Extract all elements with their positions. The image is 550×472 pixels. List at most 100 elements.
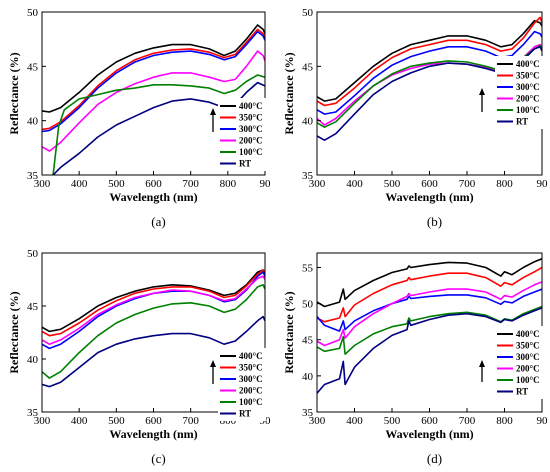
legend-label: 100°C [239, 147, 263, 157]
x-tick-label: 600 [421, 178, 438, 190]
x-axis-label: Wavelength (nm) [109, 427, 197, 441]
legend-label: 300°C [516, 352, 540, 362]
x-tick-label: 600 [145, 415, 162, 427]
x-tick-label: 90 [537, 178, 549, 190]
chart-panel-4: 300 400 500 600 700 800 90 35 40 45 50 55 Wavelength… [282, 252, 549, 466]
y-tick-label: 45 [27, 61, 39, 73]
series-line-1 [317, 258, 542, 308]
y-axis-label: Reflectance (%) [282, 52, 296, 134]
series-line-2 [317, 266, 542, 323]
y-tick-label: 40 [302, 116, 314, 128]
y-tick-label: 45 [27, 301, 39, 313]
legend-label: RT [516, 117, 528, 127]
legend-label: RT [516, 387, 528, 397]
x-tick-label: 600 [421, 415, 438, 427]
x-tick-label: 700 [459, 415, 476, 427]
series-line-6 [52, 81, 265, 175]
legend-label: 200°C [239, 386, 263, 396]
series-line-2 [317, 16, 542, 107]
x-tick-label: 700 [182, 415, 199, 427]
x-tick-label: 800 [496, 415, 513, 427]
x-axis-label: Wavelength (nm) [109, 190, 197, 204]
x-tick-label: 300 [34, 415, 51, 427]
legend-label: 400°C [239, 351, 263, 361]
y-tick-label: 50 [302, 7, 314, 19]
y-tick-label: 35 [27, 407, 39, 419]
x-tick-label: 500 [384, 178, 401, 190]
legend-label: 100°C [239, 397, 263, 407]
series-line-5 [317, 44, 542, 128]
x-tick-label: 500 [108, 178, 125, 190]
x-tick-label: 400 [71, 178, 88, 190]
legend-background [495, 56, 543, 129]
legend-background [218, 98, 266, 171]
series-group [42, 24, 265, 175]
y-tick-label: 45 [302, 335, 314, 347]
legend-label: 200°C [239, 136, 263, 146]
legend-label: 400°C [516, 329, 540, 339]
x-axis-label: Wavelength (nm) [385, 427, 473, 441]
y-tick-label: 50 [27, 7, 39, 19]
legend-label: 300°C [516, 82, 540, 92]
series-line-3 [42, 30, 265, 133]
x-tick-label: 700 [459, 178, 476, 190]
series-line-1 [317, 19, 542, 102]
x-tick-label: 500 [108, 415, 125, 427]
legend-label: 400°C [516, 59, 540, 69]
y-tick-label: 40 [27, 354, 39, 366]
x-tick-label: 90 [260, 178, 272, 190]
series-line-1 [42, 269, 265, 333]
trend-arrow-head [479, 360, 485, 367]
legend-label: 350°C [239, 113, 263, 123]
x-tick-label: 90 [537, 415, 549, 427]
y-tick-label: 50 [302, 299, 314, 311]
y-axis-label: Reflectance (%) [7, 291, 21, 373]
y-tick-label: 40 [302, 371, 314, 383]
x-tick-label: 700 [182, 178, 199, 190]
series-line-2 [42, 28, 265, 131]
series-line-3 [317, 30, 542, 115]
series-line-6 [317, 307, 542, 394]
legend-label: 300°C [239, 374, 263, 384]
legend-label: 350°C [239, 363, 263, 373]
series-line-3 [317, 288, 542, 332]
legend-background [495, 326, 543, 399]
chart-panel-1: 300 400 500 600 700 800 90 35 40 45 50 Wavelength (… [7, 7, 271, 229]
x-tick-label: 800 [220, 178, 237, 190]
x-tick-label: 400 [346, 178, 363, 190]
legend-label: 400°C [239, 101, 263, 111]
y-tick-label: 35 [27, 170, 39, 182]
x-tick-label: 600 [145, 178, 162, 190]
series-line-6 [42, 315, 265, 388]
series-line-2 [42, 269, 265, 337]
series-line-4 [42, 275, 265, 345]
y-axis-label: Reflectance (%) [7, 52, 21, 134]
legend-label: 100°C [516, 375, 540, 385]
x-tick-label: 400 [71, 415, 88, 427]
chart-panel-2: 300 400 500 600 700 800 90 35 40 45 50 Wavelength (… [282, 7, 548, 229]
series-group [42, 269, 265, 388]
x-tick-label: 800 [496, 178, 513, 190]
panel-label: (c) [151, 451, 165, 466]
series-line-1 [42, 24, 265, 113]
legend-label: 200°C [516, 364, 540, 374]
panel-label: (b) [427, 214, 442, 229]
legend-background [218, 348, 266, 421]
panel-label: (d) [427, 451, 442, 466]
series-line-4 [42, 50, 265, 152]
x-tick-label: 300 [309, 178, 326, 190]
panel-label: (a) [151, 214, 165, 229]
trend-arrow-head [210, 360, 216, 367]
x-tick-label: 300 [309, 415, 326, 427]
trend-arrow-head [210, 108, 216, 115]
legend-label: RT [239, 159, 251, 169]
series-group [317, 16, 542, 141]
x-tick-label: 400 [346, 415, 363, 427]
y-tick-label: 55 [302, 262, 314, 274]
legend-label: 200°C [516, 94, 540, 104]
